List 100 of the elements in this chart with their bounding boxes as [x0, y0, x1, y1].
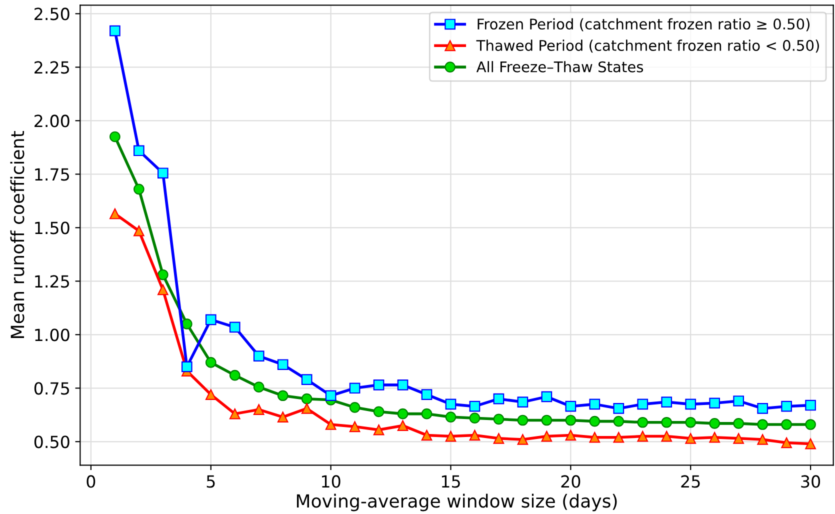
x-tick-label: 20	[561, 475, 580, 488]
point	[493, 433, 504, 444]
point	[373, 406, 384, 418]
point	[709, 432, 720, 443]
legend-label: Frozen Period (catchment frozen ratio ≥ 0.50)	[478, 18, 810, 32]
point	[565, 400, 576, 412]
point	[781, 419, 792, 430]
point	[757, 419, 768, 430]
point	[613, 416, 624, 427]
point	[301, 374, 312, 385]
point	[469, 412, 480, 424]
point	[709, 398, 720, 409]
point	[685, 416, 696, 428]
point	[110, 25, 120, 36]
point	[541, 430, 552, 442]
point	[445, 430, 456, 442]
point	[325, 419, 336, 430]
point	[397, 420, 408, 431]
point	[301, 403, 312, 414]
y-tick-label: 1.25	[35, 275, 69, 288]
point	[637, 416, 648, 428]
y-tick-label: 0.50	[34, 436, 70, 448]
point	[589, 398, 600, 410]
point	[205, 357, 216, 368]
point	[565, 430, 576, 441]
point	[134, 225, 144, 236]
y-tick-label: 1.50	[35, 222, 70, 234]
point	[421, 389, 432, 400]
point	[229, 370, 240, 381]
x-tick-label: 15	[442, 475, 460, 488]
point	[733, 433, 744, 444]
point	[613, 403, 624, 414]
x-tick-label: 0	[86, 475, 96, 488]
point	[805, 400, 816, 411]
point	[637, 430, 648, 442]
point	[637, 398, 648, 410]
point	[613, 432, 624, 443]
point	[349, 421, 360, 432]
point	[253, 382, 264, 392]
point	[661, 416, 672, 428]
point	[181, 361, 192, 372]
x-tick-label: 30	[801, 475, 820, 488]
point	[493, 393, 504, 404]
point	[397, 380, 408, 390]
point	[565, 414, 576, 426]
point	[445, 412, 456, 422]
y-tick-label: 2.00	[34, 114, 70, 128]
point	[685, 398, 696, 410]
point	[205, 389, 216, 400]
legend-label: All Freeze–Thaw States	[476, 61, 644, 72]
y-tick-label: 1.75	[35, 168, 69, 181]
point	[685, 433, 696, 444]
point	[589, 416, 600, 427]
y-axis-title: Mean runoff coefficient	[10, 131, 24, 338]
y-tick-label: 2.50	[34, 8, 70, 20]
point	[781, 437, 792, 448]
point	[805, 419, 816, 430]
point	[517, 414, 528, 426]
point	[229, 408, 240, 420]
point	[517, 396, 528, 408]
x-axis-title: Moving-average window size (days)	[296, 494, 617, 512]
point	[541, 391, 552, 402]
legend-label: Thawed Period (catchment frozen ratio < 0.50)	[476, 40, 819, 53]
point	[349, 382, 360, 394]
point	[661, 396, 672, 408]
point	[277, 390, 288, 402]
point	[349, 402, 360, 413]
x-tick-label: 10	[322, 475, 340, 488]
point	[134, 184, 144, 195]
point	[421, 408, 432, 420]
point	[110, 131, 120, 142]
point	[709, 418, 720, 429]
point	[157, 168, 168, 179]
point	[110, 208, 120, 220]
point	[493, 414, 504, 425]
point	[134, 145, 144, 156]
point	[229, 322, 240, 333]
point	[253, 404, 264, 415]
point	[301, 393, 312, 404]
point	[157, 269, 168, 280]
point	[181, 318, 192, 330]
point	[445, 398, 456, 410]
y-tick-label: 0.75	[34, 382, 69, 395]
x-tick-label: 5	[206, 475, 215, 488]
point	[325, 390, 336, 402]
point	[277, 412, 288, 422]
point	[661, 430, 672, 442]
point	[517, 434, 528, 445]
point	[469, 430, 480, 441]
point	[373, 380, 384, 390]
point	[205, 314, 216, 326]
point	[421, 430, 432, 441]
point	[589, 432, 600, 443]
point	[277, 359, 288, 370]
point	[469, 400, 480, 412]
y-tick-label: 2.25	[34, 61, 69, 74]
y-tick-label: 1.00	[35, 328, 70, 342]
point	[805, 438, 816, 450]
point	[757, 403, 768, 414]
point	[781, 400, 792, 412]
